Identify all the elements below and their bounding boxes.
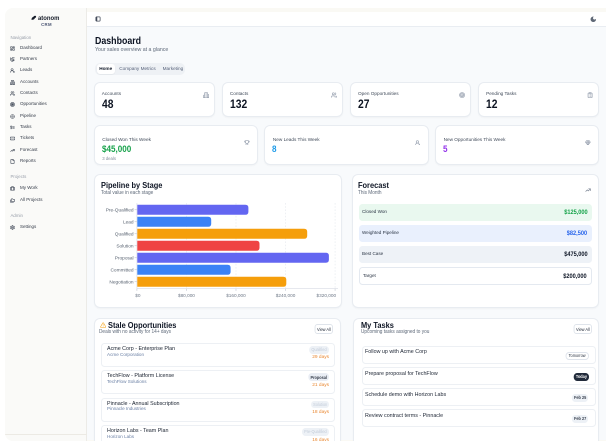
svg-text:$160,000: $160,000: [226, 293, 246, 298]
svg-text:$320,000: $320,000: [316, 293, 336, 298]
svg-text:Lead: Lead: [123, 220, 134, 226]
svg-text:$80,000: $80,000: [178, 293, 195, 298]
svg-text:Solution: Solution: [116, 244, 134, 250]
svg-text:Proposal: Proposal: [114, 256, 133, 262]
svg-text:Committed: Committed: [110, 268, 133, 274]
svg-text:Qualified: Qualified: [114, 232, 133, 238]
svg-text:$240,000: $240,000: [275, 293, 295, 298]
svg-text:Pre-Qualified: Pre-Qualified: [105, 208, 133, 214]
svg-text:$0: $0: [135, 293, 141, 298]
svg-text:Negotiation: Negotiation: [109, 280, 134, 286]
